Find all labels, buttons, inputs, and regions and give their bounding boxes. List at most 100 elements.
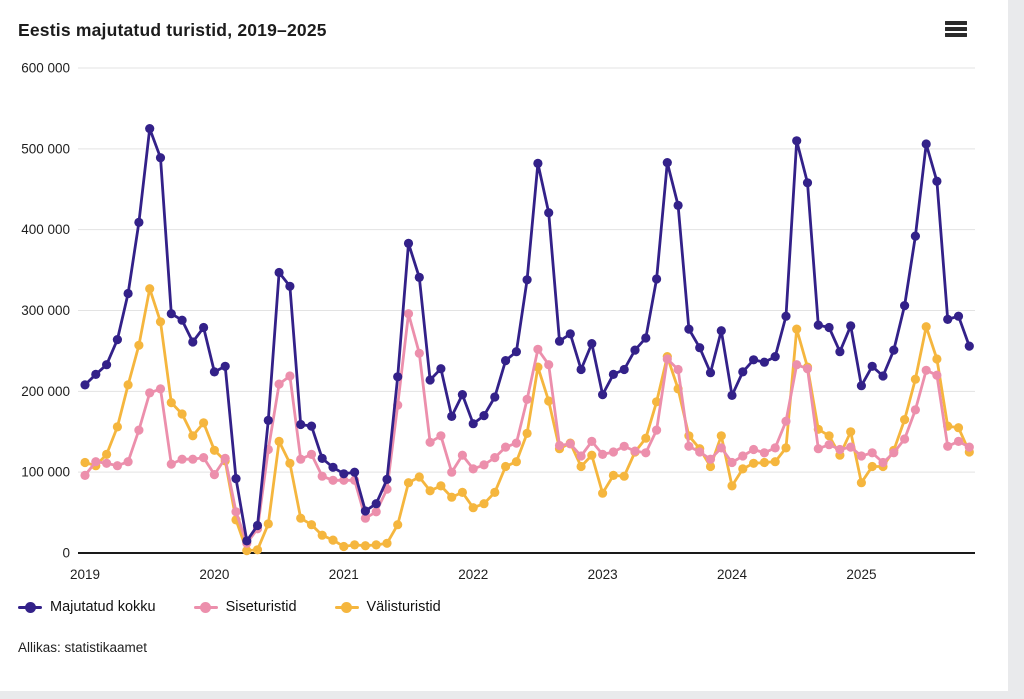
data-point-total[interactable] (339, 469, 349, 479)
data-point-total[interactable] (199, 322, 209, 333)
data-point-domestic[interactable] (403, 309, 414, 319)
data-point-total[interactable] (792, 136, 802, 146)
data-point-total[interactable] (608, 369, 619, 379)
data-point-foreign[interactable] (112, 422, 122, 432)
data-point-foreign[interactable] (296, 513, 306, 523)
data-point-domestic[interactable] (112, 461, 122, 471)
data-point-total[interactable] (867, 361, 877, 371)
data-point-foreign[interactable] (447, 492, 457, 502)
data-point-domestic[interactable] (533, 344, 543, 354)
data-point-domestic[interactable] (145, 388, 155, 398)
data-point-domestic[interactable] (867, 448, 877, 458)
data-point-total[interactable] (910, 231, 921, 241)
data-point-total[interactable] (846, 321, 856, 331)
data-point-total[interactable] (759, 357, 770, 367)
data-point-total[interactable] (177, 315, 187, 325)
data-point-domestic[interactable] (781, 416, 791, 426)
data-point-foreign[interactable] (209, 445, 219, 455)
data-point-domestic[interactable] (835, 444, 845, 455)
data-point-total[interactable] (587, 339, 597, 349)
data-point-foreign[interactable] (177, 409, 187, 419)
data-point-foreign[interactable] (274, 436, 284, 446)
data-point-total[interactable] (943, 314, 953, 324)
data-point-total[interactable] (630, 345, 640, 355)
data-point-foreign[interactable] (360, 541, 370, 551)
data-point-domestic[interactable] (231, 507, 241, 517)
data-point-domestic[interactable] (274, 379, 284, 389)
data-point-domestic[interactable] (641, 448, 651, 458)
data-point-foreign[interactable] (263, 519, 273, 529)
data-point-foreign[interactable] (155, 317, 166, 327)
data-point-foreign[interactable] (242, 546, 252, 556)
data-point-foreign[interactable] (522, 428, 532, 438)
data-point-domestic[interactable] (565, 439, 575, 449)
data-point-foreign[interactable] (587, 450, 597, 460)
data-point-foreign[interactable] (867, 461, 877, 472)
data-point-total[interactable] (964, 341, 974, 351)
data-point-domestic[interactable] (910, 405, 921, 415)
data-point-domestic[interactable] (317, 471, 327, 481)
data-point-foreign[interactable] (705, 461, 716, 472)
data-point-foreign[interactable] (759, 457, 770, 468)
data-point-total[interactable] (317, 453, 327, 463)
data-point-domestic[interactable] (166, 459, 176, 469)
data-point-domestic[interactable] (630, 446, 640, 456)
data-point-total[interactable] (802, 178, 813, 188)
data-point-total[interactable] (134, 217, 144, 227)
data-point-total[interactable] (145, 124, 155, 134)
data-point-foreign[interactable] (306, 520, 317, 530)
data-point-foreign[interactable] (350, 540, 360, 550)
data-point-domestic[interactable] (296, 454, 306, 464)
data-point-total[interactable] (544, 208, 554, 218)
data-point-foreign[interactable] (770, 457, 780, 467)
data-point-total[interactable] (155, 153, 166, 163)
data-point-total[interactable] (932, 176, 942, 186)
data-point-total[interactable] (479, 411, 489, 421)
data-point-total[interactable] (490, 392, 500, 402)
data-point-domestic[interactable] (813, 444, 823, 454)
data-point-domestic[interactable] (953, 436, 964, 446)
data-point-total[interactable] (188, 337, 198, 347)
data-point-domestic[interactable] (889, 448, 899, 458)
data-point-domestic[interactable] (921, 365, 931, 375)
data-point-domestic[interactable] (339, 475, 349, 485)
data-point-domestic[interactable] (598, 449, 608, 459)
data-point-domestic[interactable] (285, 371, 295, 381)
data-point-foreign[interactable] (846, 427, 856, 437)
data-point-total[interactable] (425, 375, 435, 385)
data-point-domestic[interactable] (662, 354, 672, 364)
data-point-domestic[interactable] (220, 453, 230, 463)
data-point-domestic[interactable] (544, 360, 554, 370)
data-point-foreign[interactable] (436, 481, 446, 491)
data-point-domestic[interactable] (587, 436, 597, 446)
data-point-foreign[interactable] (393, 520, 403, 530)
data-point-total[interactable] (727, 390, 737, 400)
data-point-total[interactable] (263, 415, 273, 425)
data-point-total[interactable] (436, 364, 446, 374)
data-point-foreign[interactable] (328, 535, 338, 545)
data-point-domestic[interactable] (738, 451, 748, 461)
data-point-total[interactable] (576, 364, 586, 375)
data-point-total[interactable] (770, 352, 780, 362)
data-point-domestic[interactable] (964, 442, 974, 452)
data-point-total[interactable] (673, 200, 683, 210)
data-point-domestic[interactable] (414, 348, 424, 358)
data-point-domestic[interactable] (501, 442, 511, 452)
data-point-domestic[interactable] (447, 467, 457, 477)
data-point-total[interactable] (662, 158, 672, 168)
data-point-domestic[interactable] (360, 513, 370, 523)
data-point-total[interactable] (252, 520, 263, 531)
data-point-foreign[interactable] (641, 433, 651, 443)
data-point-foreign[interactable] (479, 499, 489, 509)
data-point-domestic[interactable] (749, 444, 759, 455)
data-point-foreign[interactable] (953, 423, 964, 433)
data-point-domestic[interactable] (846, 442, 856, 452)
data-point-total[interactable] (285, 281, 295, 291)
data-point-total[interactable] (414, 272, 424, 282)
data-point-foreign[interactable] (598, 488, 608, 498)
data-point-domestic[interactable] (328, 475, 338, 485)
data-point-domestic[interactable] (608, 447, 619, 457)
data-point-foreign[interactable] (490, 487, 500, 497)
data-point-total[interactable] (209, 367, 219, 377)
data-point-total[interactable] (813, 320, 823, 330)
